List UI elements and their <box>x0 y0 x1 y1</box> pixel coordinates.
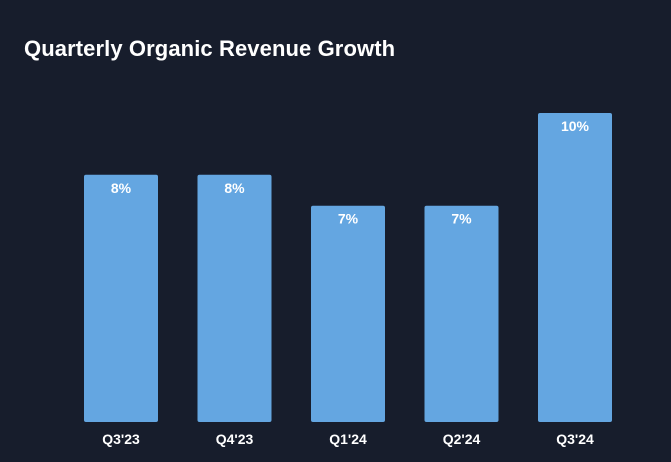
category-label-q1-24: Q1'24 <box>329 431 367 447</box>
bar-q3-23 <box>84 174 158 422</box>
chart-title: Quarterly Organic Revenue Growth <box>24 36 396 61</box>
value-label-q4-23: 8% <box>224 180 245 196</box>
value-label-q2-24: 7% <box>451 211 472 227</box>
category-label-q3-24: Q3'24 <box>556 431 594 447</box>
bar-q2-24 <box>424 205 499 422</box>
bar-q3-24 <box>538 113 612 422</box>
category-label-q4-23: Q4'23 <box>216 431 254 447</box>
bar-q4-23 <box>197 174 272 422</box>
value-label-q3-23: 8% <box>111 180 132 196</box>
value-label-q3-24: 10% <box>561 118 590 134</box>
category-label-q3-23: Q3'23 <box>102 431 140 447</box>
bar-q1-24 <box>311 205 385 422</box>
value-label-q1-24: 7% <box>338 211 359 227</box>
category-label-q2-24: Q2'24 <box>443 431 481 447</box>
